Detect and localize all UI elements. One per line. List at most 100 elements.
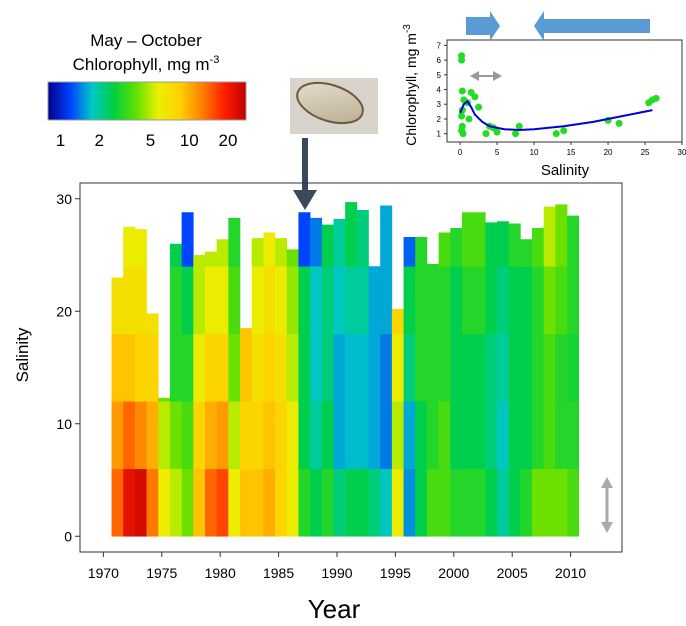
heat-cell xyxy=(216,333,229,402)
heat-cell xyxy=(240,333,253,402)
heat-cell xyxy=(426,468,439,537)
heat-cell xyxy=(111,333,124,402)
inset-y-tick-label: 5 xyxy=(437,71,442,80)
heat-cell xyxy=(567,266,580,335)
heat-cell xyxy=(543,206,556,267)
heat-cell xyxy=(403,401,416,470)
heat-cell xyxy=(380,401,393,470)
heat-cell xyxy=(403,237,416,267)
heat-cell xyxy=(543,401,556,470)
data-point xyxy=(512,130,520,138)
heat-cell xyxy=(356,401,369,470)
heat-cell xyxy=(123,266,136,335)
inset-y-label-text: Chlorophyll, mg m xyxy=(403,33,419,146)
heat-cell xyxy=(263,232,276,267)
heat-cell xyxy=(461,401,474,470)
heat-cell xyxy=(461,468,474,537)
x-tick-label: 1970 xyxy=(88,565,119,581)
x-tick-label: 2000 xyxy=(438,565,469,581)
inset-x-tick-label: 30 xyxy=(678,148,686,157)
heat-cell xyxy=(497,468,509,537)
heat-cell xyxy=(286,333,299,402)
x-tick-label: 1985 xyxy=(263,565,294,581)
heat-cell xyxy=(169,333,182,402)
colorbar-tick-label: 2 xyxy=(95,131,104,150)
y-tick-label: 10 xyxy=(56,416,72,432)
heat-cell xyxy=(204,333,217,402)
inset-x-tick-label: 25 xyxy=(641,148,650,157)
data-point xyxy=(458,56,466,64)
range-arrow-head xyxy=(601,522,613,533)
heat-cell xyxy=(286,468,299,537)
heat-cell xyxy=(158,397,171,402)
heat-cell xyxy=(356,333,369,402)
heat-cell xyxy=(497,333,509,402)
heat-cell xyxy=(298,401,311,470)
heat-cell xyxy=(123,333,136,402)
heat-cell xyxy=(532,401,545,470)
heat-cell xyxy=(169,468,182,537)
colorbar-subtitle: Chlorophyll, mg m-3 xyxy=(73,54,220,74)
heat-cell xyxy=(345,333,358,402)
inset-y-tick-label: 3 xyxy=(437,100,442,109)
heat-cell xyxy=(333,266,346,335)
heat-cell xyxy=(204,468,217,537)
heat-cell xyxy=(415,401,428,470)
heat-cell xyxy=(251,266,264,335)
heat-cell xyxy=(216,239,229,267)
heat-cell xyxy=(146,401,159,470)
inset-x-tick-label: 15 xyxy=(567,148,576,157)
inset-y-label-sup: -3 xyxy=(402,24,413,33)
heat-cell xyxy=(356,210,369,267)
heat-cell xyxy=(450,228,463,267)
heat-cell xyxy=(193,401,206,470)
heat-cell xyxy=(333,219,346,267)
colorbar-title: May – October xyxy=(90,31,202,50)
heat-cell xyxy=(438,232,451,267)
direction-arrow xyxy=(534,11,650,41)
heat-cell xyxy=(216,468,229,537)
colorbar-tick-label: 20 xyxy=(219,131,238,150)
heat-cell xyxy=(473,401,486,470)
data-point xyxy=(552,130,560,138)
data-point xyxy=(560,127,568,135)
heat-cell xyxy=(310,217,323,267)
y-tick-label: 0 xyxy=(64,528,72,544)
heat-cell xyxy=(181,401,194,470)
heat-cell xyxy=(508,468,521,537)
inset-range-arrow-head xyxy=(493,71,502,81)
heat-cell xyxy=(473,333,486,402)
arrow-head xyxy=(293,190,317,210)
heat-cell xyxy=(555,266,568,335)
heat-cell xyxy=(567,215,580,267)
x-tick-label: 1980 xyxy=(205,565,236,581)
heat-cell xyxy=(240,401,253,470)
colorbar-tick-label: 10 xyxy=(180,131,199,150)
heat-cell xyxy=(134,229,147,267)
heat-cell xyxy=(286,401,299,470)
heat-cell xyxy=(216,266,229,335)
heat-cell xyxy=(251,238,264,267)
inset-x-tick-label: 0 xyxy=(458,148,463,157)
x-tick-label: 1990 xyxy=(321,565,352,581)
x-tick-label: 1995 xyxy=(380,565,411,581)
inset-x-label: Salinity xyxy=(541,162,590,179)
heat-cell xyxy=(298,212,311,267)
heat-cell xyxy=(473,266,486,335)
heat-cell xyxy=(345,202,358,267)
heat-cell xyxy=(333,333,346,402)
heat-cell xyxy=(508,223,521,267)
heat-cell xyxy=(438,266,451,335)
heat-cell xyxy=(275,401,288,470)
heat-cell xyxy=(543,333,556,402)
heat-cell xyxy=(123,468,136,537)
y-axis-label: Salinity xyxy=(13,327,32,382)
range-arrow-head xyxy=(601,477,613,488)
heat-cell xyxy=(321,333,334,402)
heat-cell xyxy=(134,468,147,537)
heat-cell xyxy=(275,333,288,402)
heat-cell xyxy=(321,401,334,470)
inset-plot: 0 5 10 15 20 25 30 1 2 3 4 5 6 7 xyxy=(437,41,686,157)
heat-cell xyxy=(485,222,498,267)
